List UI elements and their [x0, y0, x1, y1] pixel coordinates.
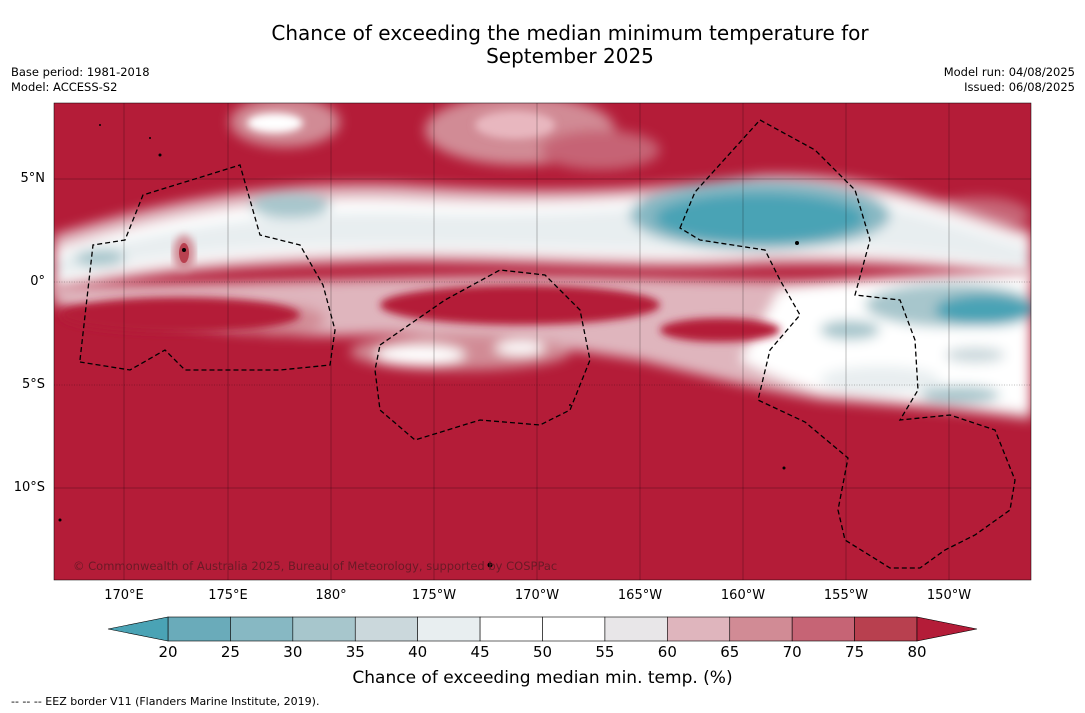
colorbar-box [791, 616, 855, 642]
colorbar-tick-label: 50 [532, 643, 553, 661]
colorbar-tick-label: 60 [657, 643, 677, 661]
colorbar-box [230, 616, 294, 642]
lat-label-5n: 5°N [20, 171, 46, 186]
colorbar-tick-label: 40 [408, 643, 428, 661]
islands [58, 124, 799, 568]
meta-left: Base period: 1981-2018 Model: ACCESS-S2 [11, 65, 150, 95]
lon-label-150w: 150°W [926, 588, 972, 603]
colorbar-box [354, 616, 418, 642]
colorbar-tick-label: 55 [595, 643, 615, 661]
model-name: Model: ACCESS-S2 [11, 80, 118, 94]
colorbar-box [417, 616, 481, 642]
meta-right: Model run: 04/08/2025 Issued: 06/08/2025 [944, 65, 1075, 95]
colorbar-tick-label: 80 [907, 643, 927, 661]
colorbar-tick-label: 20 [158, 643, 178, 661]
lon-label-165w: 165°W [617, 588, 663, 603]
colorbar-box [729, 616, 793, 642]
copyright-notice: © Commonwealth of Australia 2025, Bureau… [73, 559, 558, 573]
colorbar-box [167, 616, 231, 642]
colorbar-tick-label: 30 [283, 643, 303, 661]
colorbar-tick-label: 65 [720, 643, 740, 661]
lon-label-155w: 155°W [823, 588, 869, 603]
lat-label-0: 0° [30, 274, 45, 289]
lat-label-10s: 10°S [13, 480, 45, 495]
lon-label-170e: 170°E [104, 588, 144, 603]
colorbar-tick-label: 25 [220, 643, 240, 661]
colorbar-box [604, 616, 668, 642]
colorbar [107, 616, 978, 642]
colorbar-high-arrow [916, 616, 978, 642]
colorbar-box [479, 616, 543, 642]
title-line-1: Chance of exceeding the median minimum t… [271, 21, 869, 45]
colorbar-tick-label: 70 [782, 643, 802, 661]
probability-field [54, 103, 1031, 580]
map-title: Chance of exceeding the median minimum t… [230, 22, 910, 68]
colorbar-low-arrow [107, 616, 169, 642]
lon-label-180: 180° [315, 588, 347, 603]
lon-label-170w: 170°W [514, 588, 560, 603]
lat-label-5s: 5°S [21, 377, 45, 392]
eez-borders [79, 119, 1016, 569]
issued-date: Issued: 06/08/2025 [964, 80, 1075, 94]
base-period: Base period: 1981-2018 [11, 65, 150, 79]
lon-label-160w: 160°W [720, 588, 766, 603]
lon-label-175w: 175°W [411, 588, 457, 603]
colorbar-box [292, 616, 356, 642]
colorbar-tick-label: 75 [845, 643, 865, 661]
colorbar-label: Chance of exceeding median min. temp. (%… [352, 668, 733, 688]
colorbar-tick-label: 35 [345, 643, 365, 661]
eez-legend: -- -- -- EEZ border V11 (Flanders Marine… [11, 695, 320, 708]
title-line-2: September 2025 [486, 44, 654, 68]
colorbar-box [854, 616, 918, 642]
colorbar-box [667, 616, 731, 642]
colorbar-box [542, 616, 606, 642]
model-run: Model run: 04/08/2025 [943, 65, 1075, 79]
colorbar-tick-label: 45 [470, 643, 490, 661]
lon-label-175e: 175°E [208, 588, 248, 603]
